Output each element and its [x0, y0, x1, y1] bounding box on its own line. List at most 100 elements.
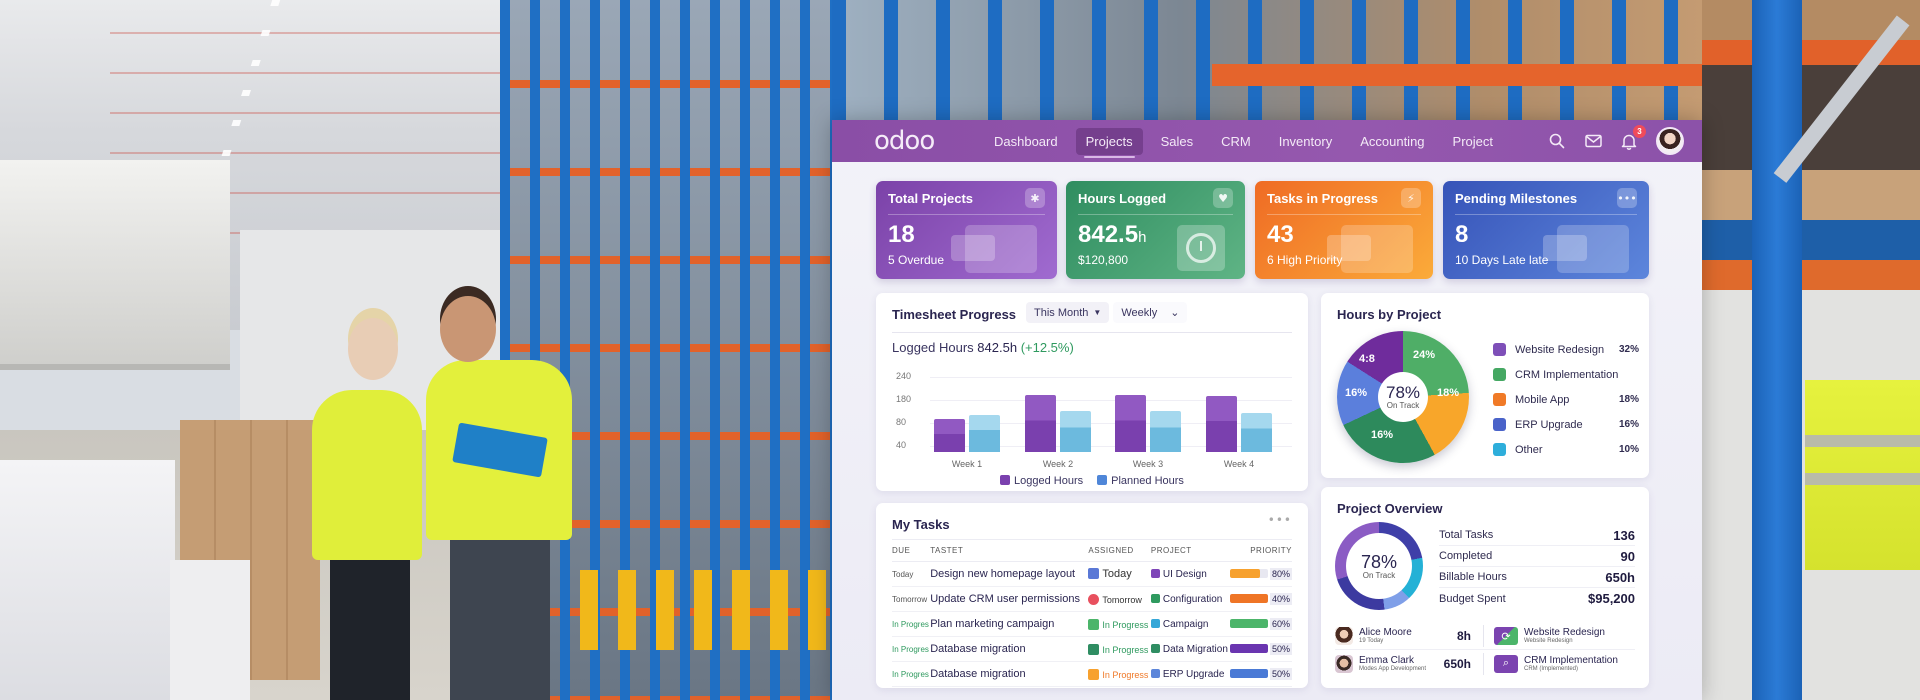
bar-planned[interactable] — [969, 415, 1000, 452]
legend-item[interactable]: Other 10% — [1493, 437, 1639, 462]
nav-item-crm[interactable]: CRM — [1221, 133, 1251, 149]
nav-item-projects[interactable]: Projects — [1075, 127, 1143, 158]
slice-label: 4:8 — [1359, 353, 1375, 365]
kpi-title: Pending Milestones — [1455, 191, 1578, 206]
bar-planned[interactable] — [1241, 413, 1272, 452]
legend-item[interactable]: CRM Implementation — [1493, 362, 1639, 387]
kpi-value: 842.5h — [1078, 221, 1146, 249]
project-cell: Data Migration — [1150, 636, 1230, 662]
priority-bar — [1229, 669, 1268, 678]
worker-woman-head — [348, 318, 398, 380]
table-row[interactable]: In Progres Database migration In Progres… — [892, 636, 1292, 662]
nav-actions: 3 — [1548, 120, 1684, 162]
worker-woman-vest — [312, 390, 422, 560]
list-icon — [1088, 668, 1100, 680]
table-row[interactable]: Tomorrow Update CRM user permissions Tom… — [892, 586, 1292, 612]
legend-value: 32% — [1618, 344, 1639, 355]
legend-item-logged[interactable]: Logged Hours — [1000, 475, 1083, 487]
col-due[interactable]: DUE — [892, 539, 931, 562]
worker-man — [450, 530, 550, 700]
bar-planned[interactable] — [1150, 411, 1181, 452]
period-value: This Month — [1034, 306, 1089, 319]
table-row[interactable]: Today Design new homepage layout Today U… — [892, 561, 1292, 587]
nav-item-dashboard[interactable]: Dashboard — [994, 133, 1058, 149]
col-assigned[interactable]: ASSIGNED — [1088, 539, 1151, 562]
team-row[interactable]: Alice Moore 19 Today 8h ⟳ Website Redesi… — [1335, 623, 1635, 650]
stat-label: Budget Spent — [1439, 592, 1506, 605]
col-priority[interactable]: PRIORITY — [1229, 539, 1292, 562]
priority-bar — [1229, 619, 1268, 628]
kpi-card-total-projects[interactable]: Total Projects ✱ 18 5 Overdue — [876, 181, 1057, 279]
period-dropdown[interactable]: This Month ▼ — [1026, 302, 1110, 323]
project-name: CRM Implementation — [1524, 654, 1618, 666]
col-task[interactable]: TASTET — [930, 539, 1089, 562]
member-name: Emma Clark Modes App Development — [1359, 655, 1431, 673]
more-menu-icon[interactable]: ••• — [1267, 513, 1292, 527]
task-cell[interactable]: Design new homepage layout — [930, 561, 1089, 587]
odoo-logo[interactable]: odoo — [874, 126, 935, 156]
kpi-card-hours-logged[interactable]: Hours Logged ♥ 842.5h $120,800 — [1066, 181, 1245, 279]
x-tick: Week 3 — [1132, 459, 1164, 469]
legend-value: 16% — [1618, 419, 1639, 430]
kpi-subtext: 6 High Priority — [1267, 253, 1343, 267]
hours-pie-chart[interactable]: 24% 18% 16% 16% 4:8 78% On Track — [1337, 331, 1469, 463]
bar-logged[interactable] — [1115, 395, 1146, 452]
nav-item-inventory[interactable]: Inventory — [1278, 133, 1333, 149]
table-row[interactable]: In Progres Database migration In Progres… — [892, 661, 1292, 687]
due-cell: In Progres — [892, 636, 931, 662]
bell-icon[interactable]: 3 — [1620, 125, 1646, 150]
task-cell[interactable]: Database migration — [930, 661, 1089, 687]
worker-man-head — [440, 296, 496, 362]
assigned-text: In Progress — [1102, 669, 1149, 680]
project-text: Data Migration — [1162, 643, 1228, 655]
priority-bar — [1229, 644, 1268, 653]
mezzanine — [0, 160, 230, 370]
table-row[interactable]: In Progres Plan marketing campaign In Pr… — [892, 611, 1292, 637]
project-cell: UI Design — [1150, 561, 1230, 587]
team-row[interactable]: Emma Clark Modes App Development 650h ⌕ … — [1335, 650, 1635, 677]
task-cell[interactable]: Plan marketing campaign — [930, 611, 1089, 637]
nav-item-accounting[interactable]: Accounting — [1360, 133, 1425, 149]
stat-value: $95,200 — [1588, 591, 1635, 606]
member-hours: 8h — [1456, 629, 1471, 643]
chart-legend: Logged Hours Planned Hours — [892, 475, 1292, 487]
stat-label: Total Tasks — [1439, 529, 1494, 541]
calendar-icon — [1088, 568, 1100, 579]
y-tick: 80 — [896, 417, 907, 427]
stat-billable-hours: Billable Hours 650h — [1439, 567, 1635, 588]
legend-item[interactable]: ERP Upgrade 16% — [1493, 412, 1639, 437]
nav-item-sales[interactable]: Sales — [1160, 133, 1194, 149]
avatar — [1335, 627, 1353, 645]
legend-item[interactable]: Website Redesign 32% — [1493, 337, 1639, 362]
list-icon — [1088, 643, 1100, 655]
timesheet-progress-card: Timesheet Progress This Month ▼ Weekly ⌄ L… — [876, 293, 1308, 491]
search-icon[interactable] — [1548, 132, 1566, 150]
tasks-table: DUE TASTET ASSIGNED PROJECT PRIORITY Tod… — [892, 539, 1292, 687]
mail-icon[interactable] — [1584, 132, 1602, 150]
hours-by-project-card: Hours by Project 24% 18% 16% 16% 4:8 78%… — [1321, 293, 1649, 478]
bar-planned[interactable] — [1060, 411, 1091, 452]
assigned-text: In Progress — [1102, 619, 1149, 630]
nav-item-project[interactable]: Project — [1452, 133, 1493, 149]
divider — [1483, 652, 1484, 675]
granularity-dropdown[interactable]: Weekly ⌄ — [1113, 302, 1188, 323]
legend-item-planned[interactable]: Planned Hours — [1097, 475, 1184, 487]
on-track-ring-chart[interactable] — [1335, 522, 1423, 610]
col-project[interactable]: PROJECT — [1150, 539, 1230, 562]
bar-logged[interactable] — [1025, 395, 1056, 452]
x-tick: Week 1 — [951, 459, 983, 469]
kpi-card-tasks-in-progress[interactable]: Tasks in Progress ⚡ 43 6 High Priority — [1255, 181, 1433, 279]
kpi-card-pending-milestones[interactable]: Pending Milestones ••• 8 10 Days Late la… — [1443, 181, 1649, 279]
bar-logged[interactable] — [1206, 396, 1237, 452]
legend-name: ERP Upgrade — [1515, 418, 1583, 431]
user-avatar[interactable] — [1656, 127, 1684, 155]
bar-logged[interactable] — [934, 419, 965, 452]
ring-value: 78% — [1360, 551, 1398, 572]
divider — [888, 214, 1045, 215]
priority-cell: 50% — [1229, 636, 1292, 662]
task-cell[interactable]: Update CRM user permissions — [930, 586, 1089, 612]
logged-hours-delta: (+12.5%) — [1020, 340, 1074, 355]
priority-value: 80% — [1269, 568, 1292, 580]
legend-item[interactable]: Mobile App 18% — [1493, 387, 1639, 412]
task-cell[interactable]: Database migration — [930, 636, 1089, 662]
